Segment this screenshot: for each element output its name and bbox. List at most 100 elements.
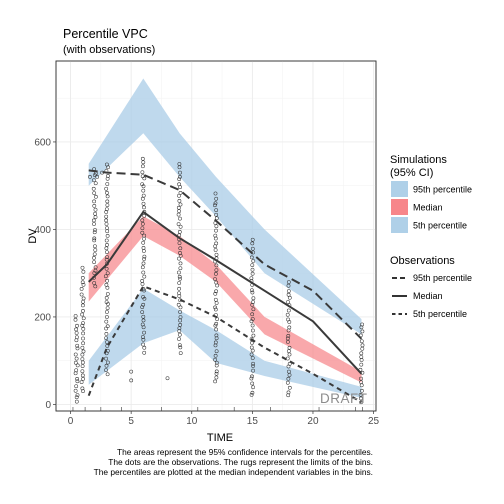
observation-point: [140, 265, 145, 270]
observation-point: [214, 252, 219, 257]
observation-point: [92, 230, 97, 235]
observation-point: [285, 336, 290, 341]
observation-point: [91, 186, 96, 191]
observation-point: [286, 390, 291, 395]
observation-point: [75, 335, 79, 340]
observation-point: [359, 355, 364, 359]
observation-point: [142, 350, 147, 355]
observation-point: [105, 344, 110, 348]
observation-point: [104, 336, 108, 340]
observation-point: [141, 335, 145, 339]
observation-points: [73, 156, 365, 405]
observation-point: [75, 363, 80, 368]
observation-point: [140, 305, 145, 309]
observation-point: [178, 261, 183, 266]
observation-point: [176, 222, 181, 226]
observation-point: [287, 325, 292, 330]
observation-point: [251, 300, 255, 304]
observation-point: [251, 333, 256, 338]
legend-sim-title-2: (95% CI): [390, 167, 433, 179]
observation-point: [286, 340, 290, 344]
observation-point: [75, 393, 80, 397]
observation-point: [80, 369, 85, 374]
observation-point: [250, 263, 255, 267]
observation-point: [214, 369, 219, 374]
bin-rugs: [72, 407, 363, 411]
observation-point: [80, 386, 85, 391]
observation-point: [213, 307, 218, 312]
observation-point: [178, 266, 183, 271]
observation-point: [213, 305, 217, 310]
observation-point: [177, 177, 182, 181]
observation-point: [73, 314, 78, 318]
observation-point: [105, 372, 110, 377]
observation-point: [249, 376, 254, 381]
observation-point: [214, 289, 218, 294]
observation-point: [105, 278, 109, 283]
observation-point: [142, 233, 147, 238]
observation-point: [141, 246, 146, 250]
observation-point: [92, 281, 97, 285]
observation-point: [214, 321, 219, 326]
observation-point: [214, 268, 219, 272]
observation-point: [213, 379, 217, 384]
legend-obs-label: 95th percentile: [413, 273, 472, 283]
observation-point: [360, 322, 364, 327]
observation-point: [214, 224, 219, 229]
observation-point: [214, 349, 219, 354]
observation-point: [104, 368, 108, 372]
legend-sim-swatch: [391, 181, 408, 197]
observation-point: [213, 357, 217, 362]
observation-point: [250, 237, 255, 242]
observation-point: [81, 269, 86, 274]
observation-point: [140, 156, 145, 161]
observation-point: [177, 193, 181, 198]
observation-point: [177, 332, 182, 337]
observation-point: [178, 310, 182, 314]
observation-point: [286, 289, 291, 293]
observation-point: [177, 286, 181, 291]
observation-point: [359, 339, 364, 344]
legend-sim-title-1: Simulations: [390, 154, 447, 166]
observation-point: [79, 380, 84, 384]
observation-point: [178, 246, 183, 251]
observation-point: [81, 336, 85, 341]
x-tick-label: 10: [186, 416, 198, 427]
x-axis-label: TIME: [207, 432, 233, 444]
observation-point: [165, 376, 170, 381]
observation-point: [79, 287, 84, 291]
observation-point: [105, 162, 109, 167]
observation-point: [140, 226, 145, 231]
observation-point: [249, 276, 254, 281]
observation-point: [105, 243, 109, 247]
observation-point: [177, 343, 182, 347]
observation-point: [251, 307, 256, 312]
observation-point: [104, 210, 109, 214]
observation-point: [105, 234, 110, 238]
chart-subtitle: (with observations): [63, 44, 155, 56]
observation-point: [213, 353, 218, 358]
observation-point: [213, 233, 218, 238]
observation-point: [140, 222, 145, 226]
observation-point: [213, 277, 217, 281]
caption-line-3: The percentiles are plotted at the media…: [94, 467, 373, 477]
observation-point: [81, 377, 85, 381]
observation-point: [81, 389, 85, 393]
observation-point: [92, 178, 96, 183]
sim-band-p5: [88, 288, 362, 398]
observation-point: [249, 345, 254, 350]
observation-point: [104, 356, 108, 361]
observation-point: [75, 377, 79, 381]
observation-point: [214, 208, 219, 212]
observation-point: [93, 228, 97, 232]
caption-line-1: The areas represent the 95% confidence i…: [117, 447, 373, 457]
observation-point: [73, 388, 78, 393]
observation-point: [177, 182, 181, 187]
observation-point: [141, 270, 146, 275]
observation-point: [129, 378, 134, 383]
observation-point: [214, 212, 218, 217]
observation-point: [141, 342, 145, 347]
observation-point: [74, 368, 79, 373]
observation-point: [140, 310, 145, 314]
legend-obs-label: Median: [413, 291, 443, 301]
